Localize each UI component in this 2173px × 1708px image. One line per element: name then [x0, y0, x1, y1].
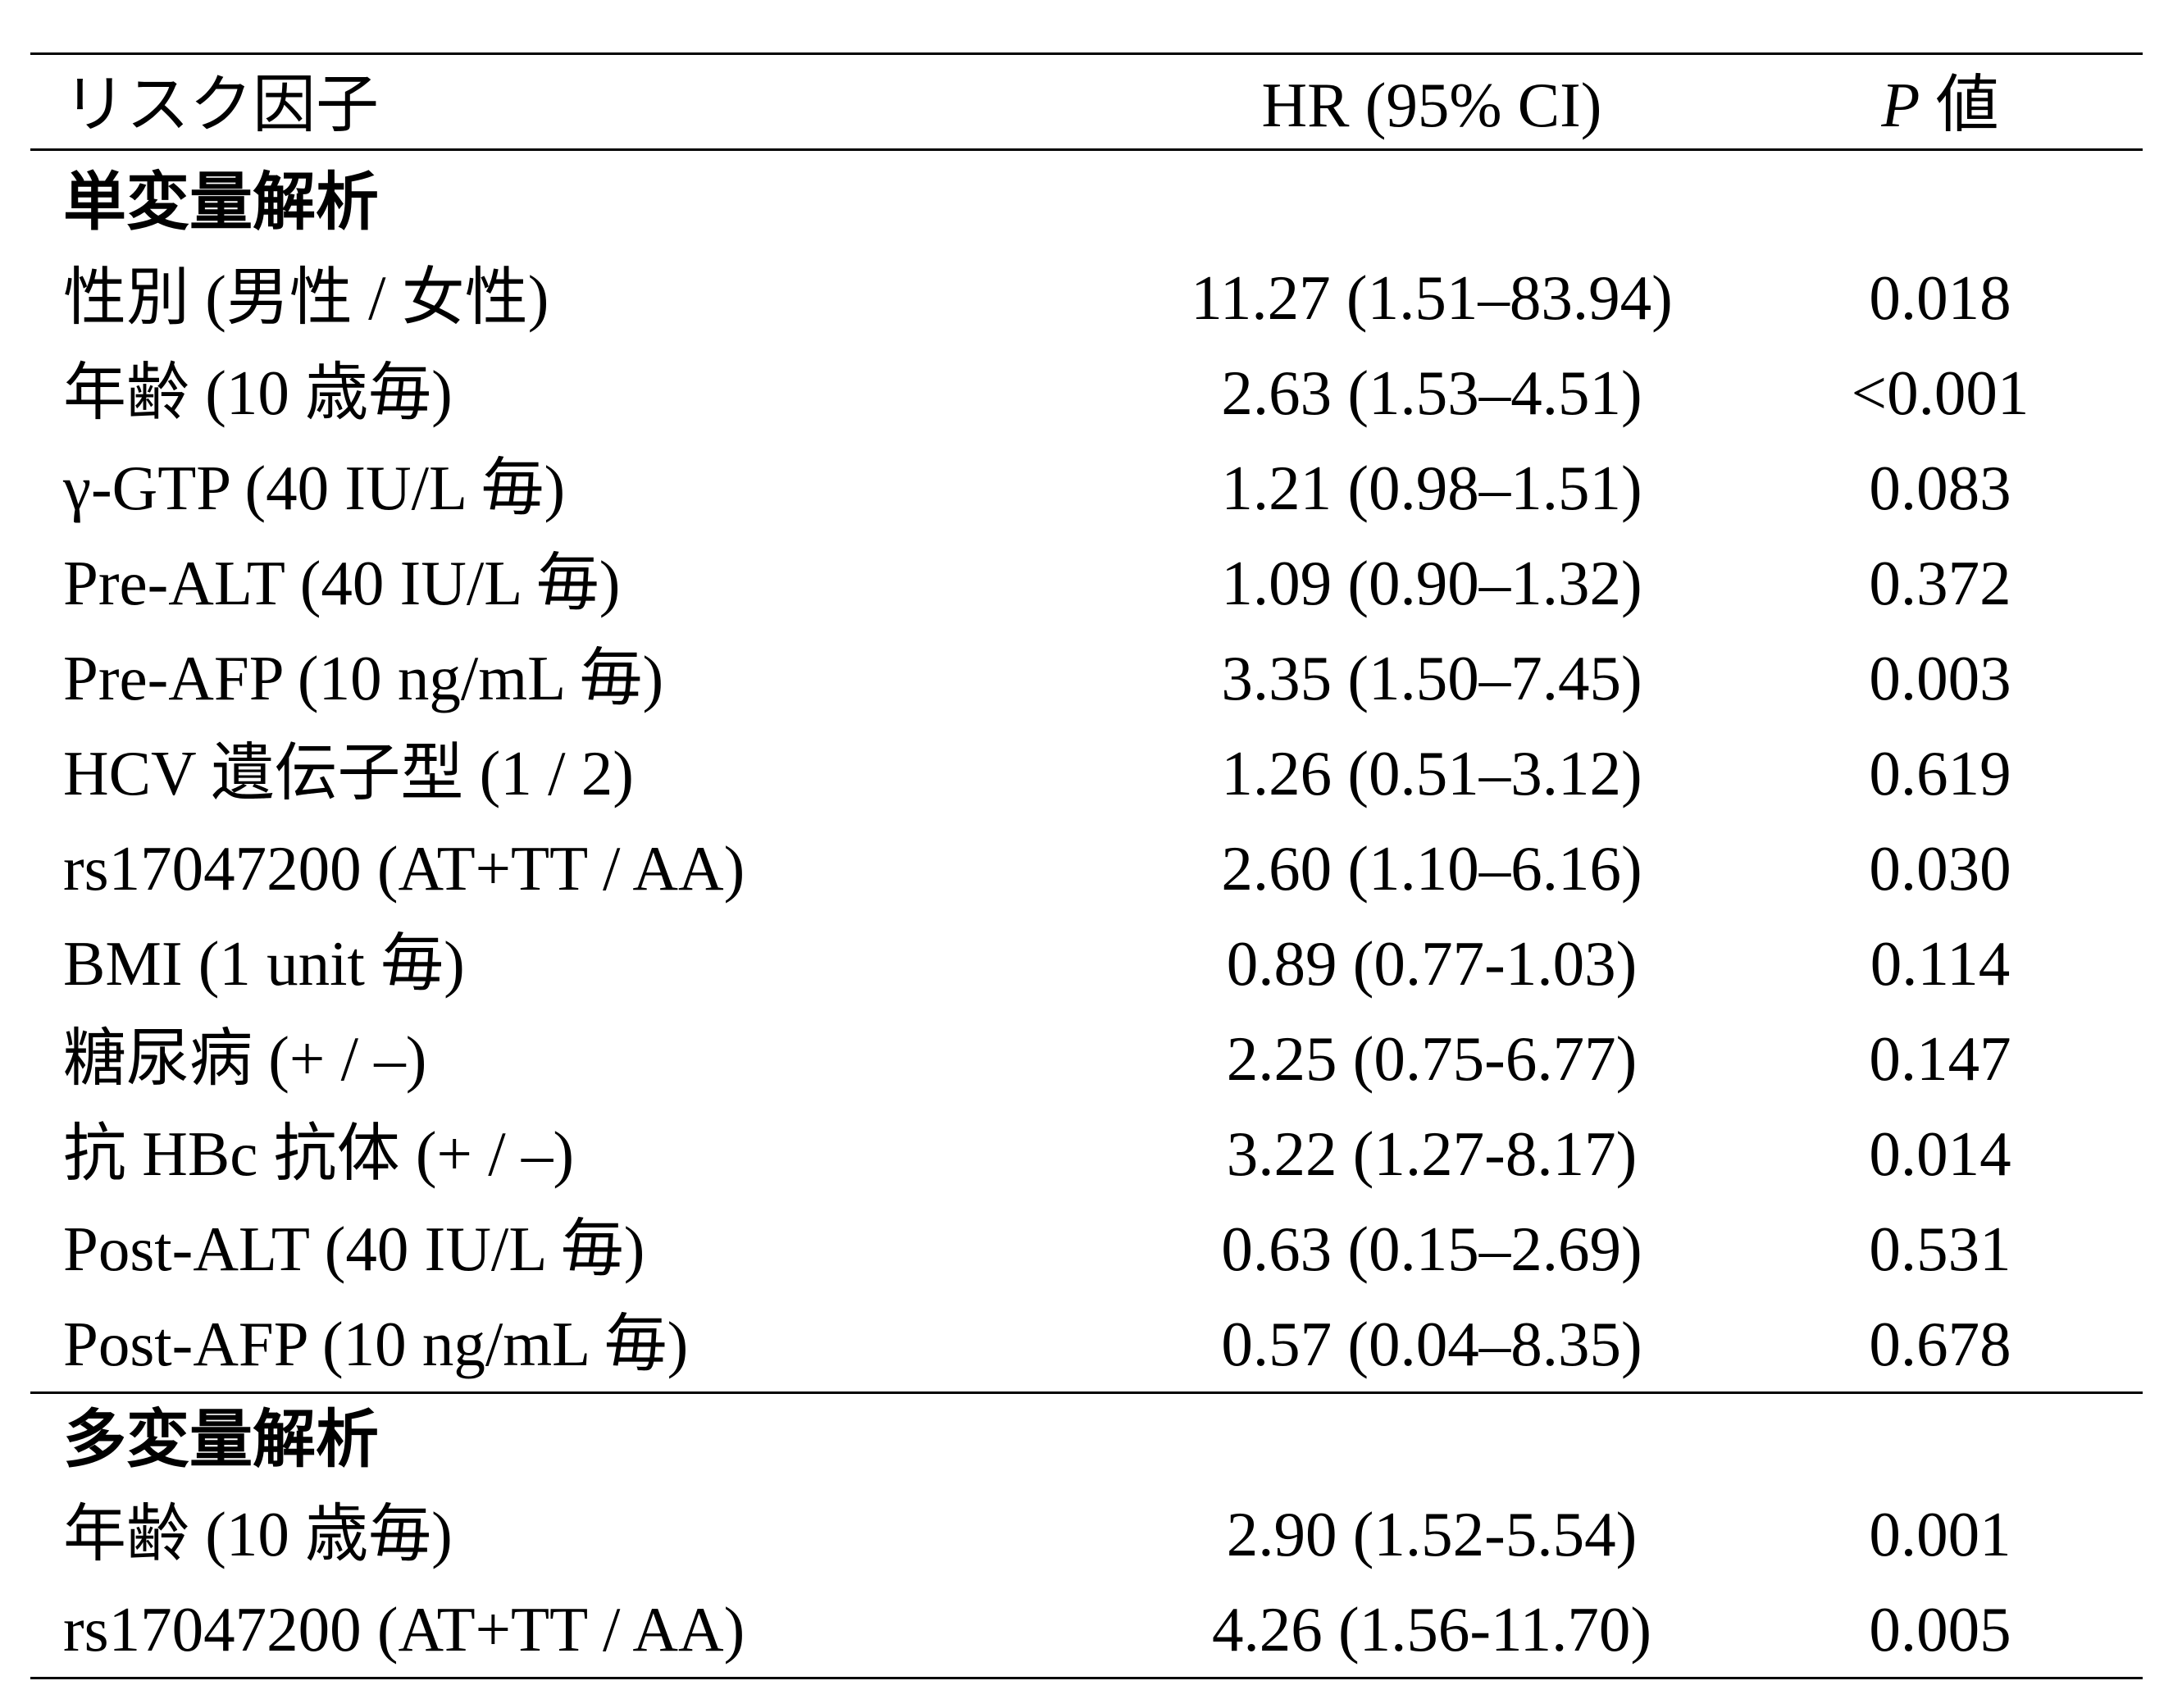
- risk-factor-cell: Pre-ALT (40 IU/L 毎): [30, 545, 1104, 621]
- hr-ci-cell: 4.26 (1.56-11.70): [1104, 1592, 1760, 1667]
- hr-ci-cell: 2.63 (1.53–4.51): [1104, 355, 1760, 430]
- table-row: Pre-AFP (10 ng/mL 毎) 3.35 (1.50–7.45) 0.…: [30, 631, 2143, 726]
- risk-factor-cell: 年齢 (10 歳毎): [30, 355, 1104, 430]
- hr-ci-cell: 1.26 (0.51–3.12): [1104, 736, 1760, 811]
- risk-factor-cell: rs17047200 (AT+TT / AA): [30, 1592, 1104, 1667]
- p-label: 値: [1936, 70, 1999, 140]
- p-value-cell: 0.083: [1776, 450, 2104, 526]
- hr-ci-cell: 11.27 (1.51–83.94): [1104, 260, 1760, 335]
- p-value-cell: 0.001: [1776, 1496, 2104, 1572]
- table-row: Post-AFP (10 ng/mL 毎) 0.57 (0.04–8.35) 0…: [30, 1296, 2143, 1391]
- risk-factor-cell: γ-GTP (40 IU/L 毎): [30, 450, 1104, 526]
- hr-ci-cell: 0.57 (0.04–8.35): [1104, 1306, 1760, 1382]
- p-value-cell: 0.147: [1776, 1021, 2104, 1096]
- p-value-cell: 0.018: [1776, 260, 2104, 335]
- table-row: rs17047200 (AT+TT / AA) 2.60 (1.10–6.16)…: [30, 821, 2143, 916]
- risk-factor-cell: 性別 (男性 / 女性): [30, 260, 1104, 335]
- p-value-cell: 0.114: [1776, 926, 2104, 1001]
- p-value-cell: 0.014: [1776, 1116, 2104, 1191]
- risk-factor-cell: 抗 HBc 抗体 (+ / –): [30, 1116, 1104, 1191]
- p-value-cell: 0.005: [1776, 1592, 2104, 1667]
- p-value-cell: 0.619: [1776, 736, 2104, 811]
- section-title-univariate: 単変量解析: [30, 165, 1104, 240]
- p-value-cell: 0.678: [1776, 1306, 2104, 1382]
- section-title-multivariate: 多変量解析: [30, 1402, 1104, 1478]
- hr-ci-cell: 0.63 (0.15–2.69): [1104, 1211, 1760, 1287]
- hr-ci-cell: 2.90 (1.52-5.54): [1104, 1496, 1760, 1572]
- table-row: Pre-ALT (40 IU/L 毎) 1.09 (0.90–1.32) 0.3…: [30, 535, 2143, 631]
- table-row: HCV 遺伝子型 (1 / 2) 1.26 (0.51–3.12) 0.619: [30, 726, 2143, 821]
- risk-factor-cell: 年齢 (10 歳毎): [30, 1496, 1104, 1572]
- header-hr-ci: HR (95% CI): [1104, 67, 1760, 143]
- header-risk-factor: リスク因子: [30, 67, 1104, 143]
- p-value-cell: 0.372: [1776, 545, 2104, 621]
- header-p-value: P 値: [1776, 67, 2104, 143]
- hr-ci-cell: 2.60 (1.10–6.16): [1104, 831, 1760, 906]
- hr-ci-cell: 1.09 (0.90–1.32): [1104, 545, 1760, 621]
- table-row: 抗 HBc 抗体 (+ / –) 3.22 (1.27-8.17) 0.014: [30, 1106, 2143, 1201]
- risk-factor-cell: 糖尿病 (+ / –): [30, 1021, 1104, 1096]
- p-value-cell: <0.001: [1776, 355, 2104, 430]
- hr-ci-cell: 0.89 (0.77-1.03): [1104, 926, 1760, 1001]
- table-row: 年齢 (10 歳毎) 2.90 (1.52-5.54) 0.001: [30, 1487, 2143, 1582]
- table-header-row: リスク因子 HR (95% CI) P 値: [30, 55, 2143, 148]
- risk-factor-cell: HCV 遺伝子型 (1 / 2): [30, 736, 1104, 811]
- risk-factor-table: リスク因子 HR (95% CI) P 値 単変量解析 性別 (男性 / 女性)…: [30, 52, 2143, 1679]
- risk-factor-cell: BMI (1 unit 毎): [30, 926, 1104, 1001]
- risk-factor-cell: Pre-AFP (10 ng/mL 毎): [30, 640, 1104, 716]
- p-symbol: P: [1881, 70, 1920, 140]
- table-row: Post-ALT (40 IU/L 毎) 0.63 (0.15–2.69) 0.…: [30, 1201, 2143, 1296]
- table-row: γ-GTP (40 IU/L 毎) 1.21 (0.98–1.51) 0.083: [30, 440, 2143, 535]
- p-value-cell: 0.531: [1776, 1211, 2104, 1287]
- table-row: 糖尿病 (+ / –) 2.25 (0.75-6.77) 0.147: [30, 1011, 2143, 1106]
- section-multivariate: 多変量解析: [30, 1394, 2143, 1487]
- table-row: 性別 (男性 / 女性) 11.27 (1.51–83.94) 0.018: [30, 250, 2143, 345]
- table-row: 年齢 (10 歳毎) 2.63 (1.53–4.51) <0.001: [30, 345, 2143, 440]
- p-value-cell: 0.030: [1776, 831, 2104, 906]
- hr-ci-cell: 2.25 (0.75-6.77): [1104, 1021, 1760, 1096]
- hr-ci-cell: 1.21 (0.98–1.51): [1104, 450, 1760, 526]
- hr-ci-cell: 3.35 (1.50–7.45): [1104, 640, 1760, 716]
- hr-ci-cell: 3.22 (1.27-8.17): [1104, 1116, 1760, 1191]
- risk-factor-cell: Post-ALT (40 IU/L 毎): [30, 1211, 1104, 1287]
- risk-factor-cell: rs17047200 (AT+TT / AA): [30, 831, 1104, 906]
- table-row: rs17047200 (AT+TT / AA) 4.26 (1.56-11.70…: [30, 1582, 2143, 1677]
- table-row: BMI (1 unit 毎) 0.89 (0.77-1.03) 0.114: [30, 916, 2143, 1011]
- table-rule-bottom: [30, 1677, 2143, 1679]
- risk-factor-cell: Post-AFP (10 ng/mL 毎): [30, 1306, 1104, 1382]
- p-value-cell: 0.003: [1776, 640, 2104, 716]
- section-univariate: 単変量解析: [30, 151, 2143, 250]
